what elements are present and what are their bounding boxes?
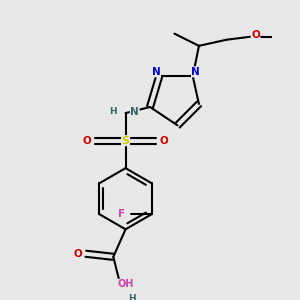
Text: S: S	[122, 136, 130, 146]
Text: H: H	[128, 294, 136, 300]
Text: O: O	[251, 30, 260, 40]
Text: N: N	[152, 67, 161, 77]
Text: H: H	[110, 107, 117, 116]
Text: O: O	[159, 136, 168, 146]
Text: O: O	[74, 249, 82, 259]
Text: OH: OH	[117, 279, 134, 289]
Text: N: N	[191, 67, 200, 77]
Text: N: N	[130, 106, 139, 117]
Text: F: F	[118, 209, 125, 219]
Text: O: O	[83, 136, 92, 146]
